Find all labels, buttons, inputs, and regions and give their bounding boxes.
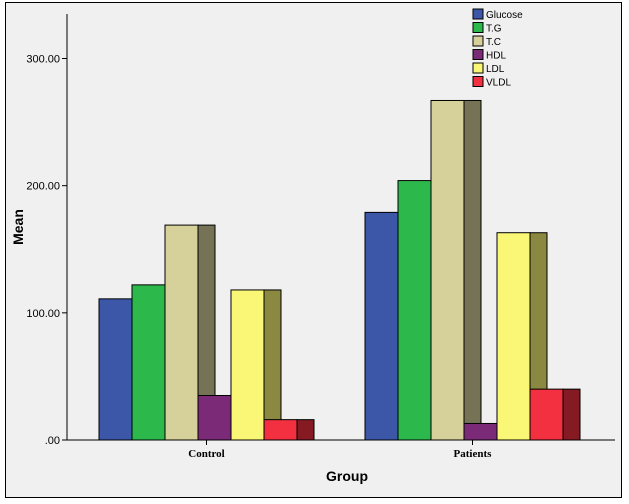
legend-swatch-glucose bbox=[472, 8, 484, 20]
legend-swatch-t-g bbox=[472, 22, 484, 33]
bar-hdl-control bbox=[197, 394, 232, 441]
bars-layer bbox=[98, 99, 581, 441]
legend-label-hdl: HDL bbox=[486, 51, 506, 62]
y-tick-label: 300.00 bbox=[26, 54, 60, 66]
bar-side-t-c-patients bbox=[463, 99, 482, 441]
bar-ldl-patients bbox=[496, 232, 531, 441]
bar-t-g-control bbox=[131, 284, 166, 441]
bar-side-vldl-control bbox=[296, 419, 315, 441]
legend-label-t-g: T.G bbox=[486, 24, 502, 35]
legend-label-vldl: VLDL bbox=[486, 78, 511, 89]
bar-t-c-patients bbox=[430, 99, 465, 441]
legend-swatch-vldl bbox=[472, 76, 484, 87]
x-tick-label-control: Control bbox=[188, 448, 224, 460]
bar-ldl-control bbox=[230, 289, 265, 441]
legend: Glucose T.G T.C HDL LDL VLDL bbox=[472, 8, 523, 89]
legend-swatch-hdl bbox=[472, 49, 484, 60]
y-tick-label: 200.00 bbox=[26, 181, 60, 193]
legend-swatch-t-c bbox=[472, 35, 484, 47]
bar-t-g-patients bbox=[397, 180, 432, 441]
bar-hdl-patients bbox=[463, 422, 498, 441]
bar-side-ldl-control bbox=[263, 289, 282, 441]
legend-label-t-c: T.C bbox=[486, 37, 501, 48]
y-axis-label: Mean bbox=[10, 209, 26, 245]
bar-t-c-control bbox=[164, 224, 199, 441]
legend-label-glucose: Glucose bbox=[486, 10, 523, 21]
bar-vldl-control bbox=[263, 419, 298, 441]
x-ticks-layer: Control Patients bbox=[188, 440, 492, 460]
bar-vldl-patients bbox=[529, 388, 564, 441]
y-ticks-layer: .00 100.00 200.00 300.00 bbox=[26, 54, 67, 447]
bar-glucose-control bbox=[98, 298, 133, 441]
x-tick-label-patients: Patients bbox=[454, 448, 493, 460]
y-tick-label: 100.00 bbox=[26, 308, 60, 320]
axes-layer bbox=[66, 14, 615, 441]
bar-side-vldl-patients bbox=[562, 388, 581, 441]
legend-label-ldl: LDL bbox=[486, 64, 505, 75]
bar-glucose-patients bbox=[364, 211, 399, 441]
legend-swatch-ldl bbox=[472, 62, 484, 74]
y-tick-label: .00 bbox=[45, 435, 60, 447]
x-axis-label: Group bbox=[326, 468, 368, 484]
